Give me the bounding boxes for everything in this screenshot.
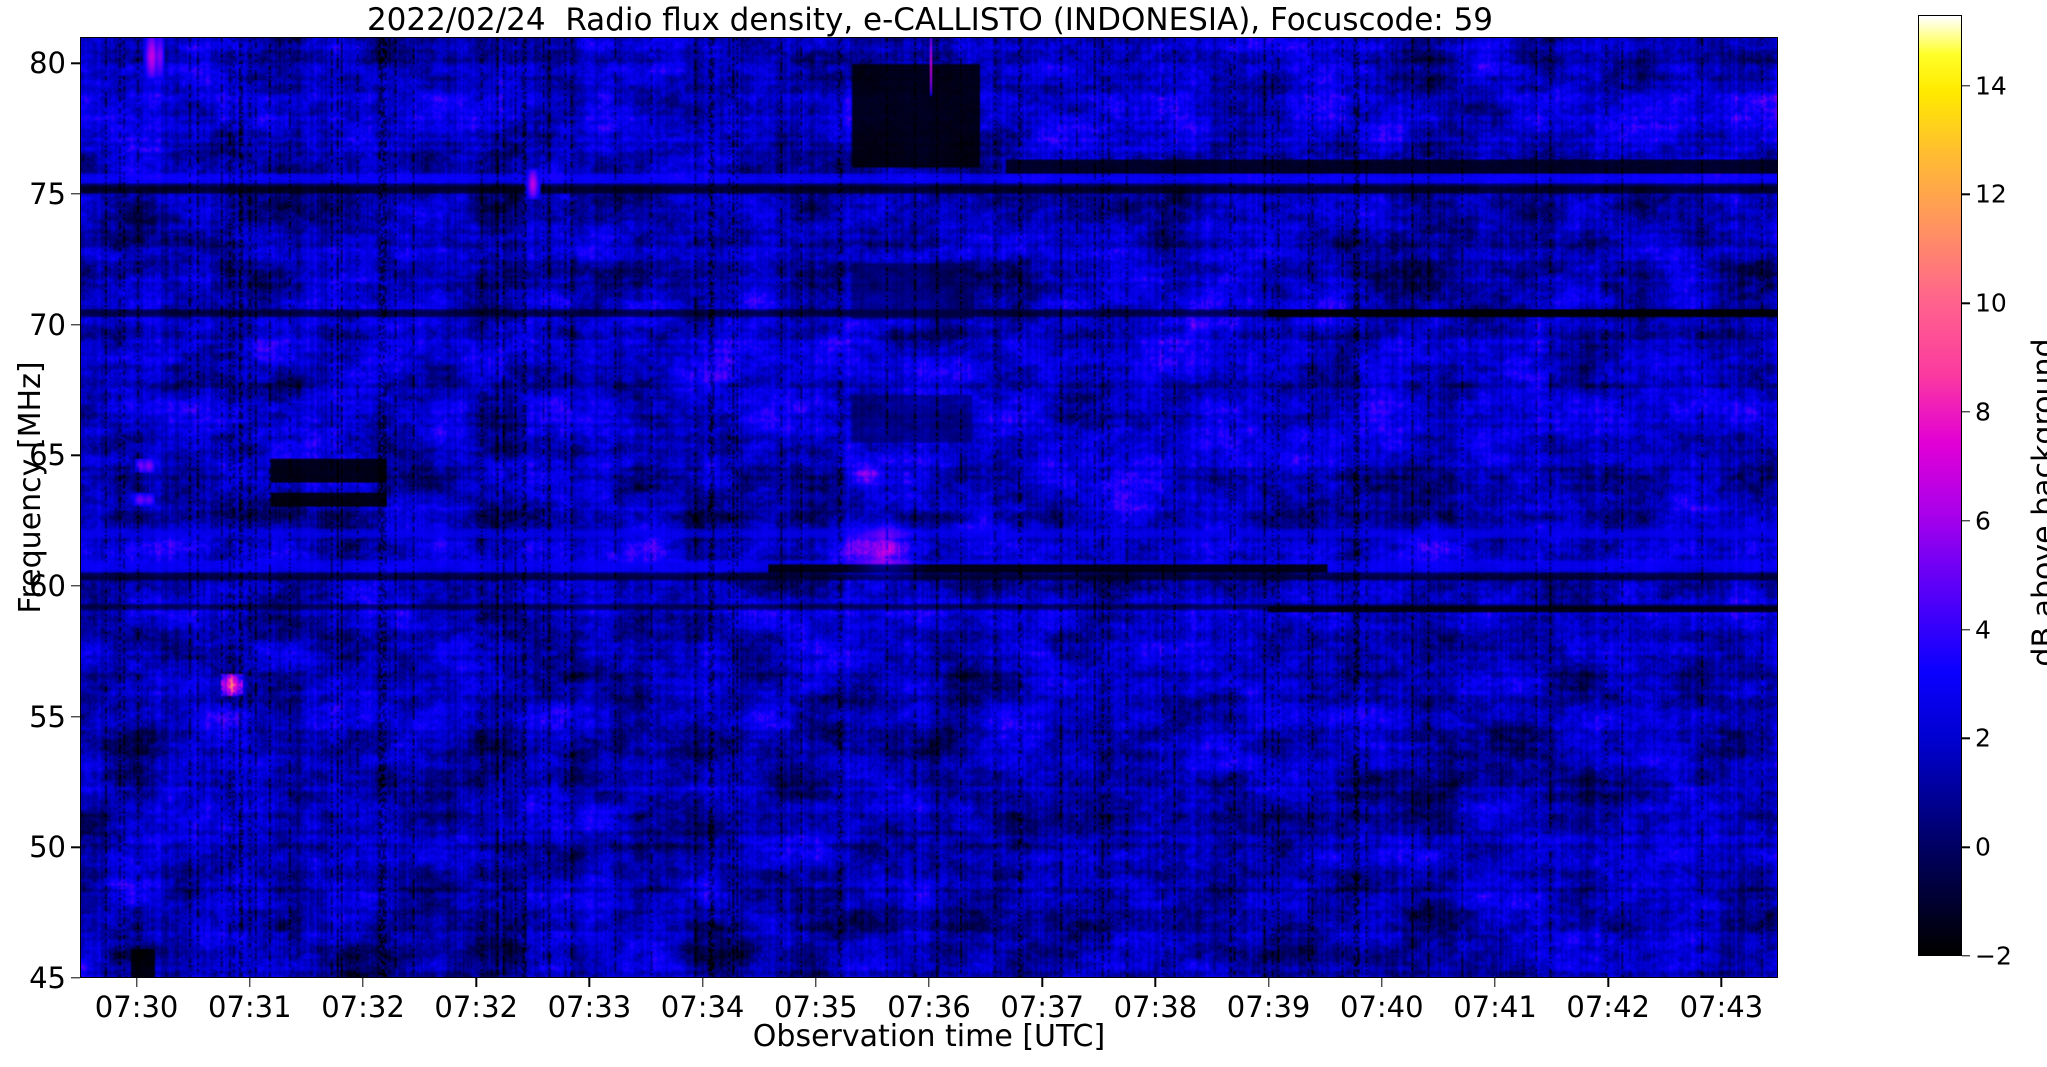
x-tick-mark (1041, 978, 1043, 987)
y-tick-mark (71, 846, 80, 848)
x-tick-mark (1607, 978, 1609, 987)
y-tick-mark (71, 715, 80, 718)
colorbar-tick-label: 12 (1975, 179, 2007, 209)
colorbar-tick-mark (1962, 302, 1970, 304)
y-tick-label: 45 (29, 961, 66, 995)
colorbar-tick-mark (1962, 193, 1970, 196)
y-tick-label: 75 (29, 176, 66, 211)
y-tick-mark (71, 454, 80, 456)
x-tick-mark (1154, 978, 1157, 987)
x-tick-label: 07:32 (321, 990, 405, 1024)
x-tick-label: 07:33 (547, 990, 632, 1024)
colorbar-tick-mark (1962, 520, 1970, 522)
colorbar-tick-label: 6 (1975, 506, 1991, 536)
x-tick-label: 07:35 (774, 990, 858, 1024)
x-tick-label: 07:42 (1566, 990, 1650, 1024)
x-tick-label: 07:36 (887, 990, 971, 1024)
x-tick-mark (1267, 978, 1270, 987)
colorbar-tick-mark (1962, 85, 1970, 87)
y-axis-label: Frequency [MHz] (13, 361, 48, 614)
x-tick-mark (928, 978, 930, 987)
x-tick-mark (1720, 978, 1723, 987)
spectrogram-plot-area[interactable] (80, 37, 1778, 978)
x-tick-label: 07:30 (94, 990, 179, 1024)
y-tick-mark (71, 62, 80, 64)
colorbar-tick-mark (1962, 955, 1970, 957)
x-tick-label: 07:43 (1679, 990, 1764, 1024)
x-tick-mark (362, 978, 364, 987)
x-tick-mark (815, 978, 817, 987)
x-tick-label: 07:37 (1000, 990, 1084, 1024)
page-title: 2022/02/24 Radio flux density, e-CALLIST… (366, 2, 1494, 38)
colorbar-tick-label: 0 (1975, 832, 1991, 862)
x-tick-mark (249, 978, 251, 987)
colorbar-tick-mark (1962, 628, 1970, 631)
colorbar-label: dB above background (2026, 338, 2047, 667)
spectrogram-image (81, 38, 1777, 977)
y-tick-label: 50 (29, 830, 66, 865)
x-tick-mark (135, 978, 138, 987)
x-tick-label: 07:32 (434, 990, 518, 1024)
colorbar-tick-mark (1962, 846, 1970, 848)
x-tick-label: 07:39 (1226, 990, 1311, 1024)
y-tick-label: 70 (29, 307, 66, 342)
x-tick-mark (475, 978, 477, 987)
x-tick-label: 07:31 (208, 990, 292, 1024)
colorbar-tick-label: 4 (1975, 615, 1991, 645)
colorbar-tick-label: 8 (1975, 397, 1991, 427)
y-tick-label: 65 (29, 438, 66, 473)
y-tick-label: 60 (29, 568, 66, 603)
colorbar-tick-label: −2 (1975, 941, 2012, 971)
y-tick-label: 80 (29, 46, 66, 81)
x-tick-mark (1381, 978, 1383, 987)
x-tick-mark (1494, 978, 1496, 987)
x-tick-label: 07:34 (660, 990, 745, 1024)
x-tick-label: 07:41 (1453, 990, 1537, 1024)
colorbar-tick-mark (1962, 411, 1970, 413)
colorbar-tick-label: 14 (1975, 71, 2007, 101)
x-axis-label: Observation time [UTC] (752, 1019, 1106, 1054)
x-tick-mark (588, 978, 591, 987)
colorbar-tick-mark (1962, 737, 1970, 740)
y-tick-label: 55 (29, 699, 66, 734)
colorbar-tick-label: 10 (1975, 288, 2007, 318)
x-tick-label: 07:40 (1340, 990, 1424, 1024)
x-tick-mark (701, 978, 704, 987)
y-tick-mark (71, 585, 80, 587)
colorbar-tick-label: 2 (1975, 723, 1991, 753)
y-tick-mark (71, 193, 80, 195)
colorbar[interactable] (1918, 15, 1962, 956)
y-tick-mark (71, 323, 80, 326)
y-tick-mark (71, 977, 80, 979)
colorbar-gradient (1919, 16, 1961, 955)
x-tick-label: 07:38 (1113, 990, 1198, 1024)
